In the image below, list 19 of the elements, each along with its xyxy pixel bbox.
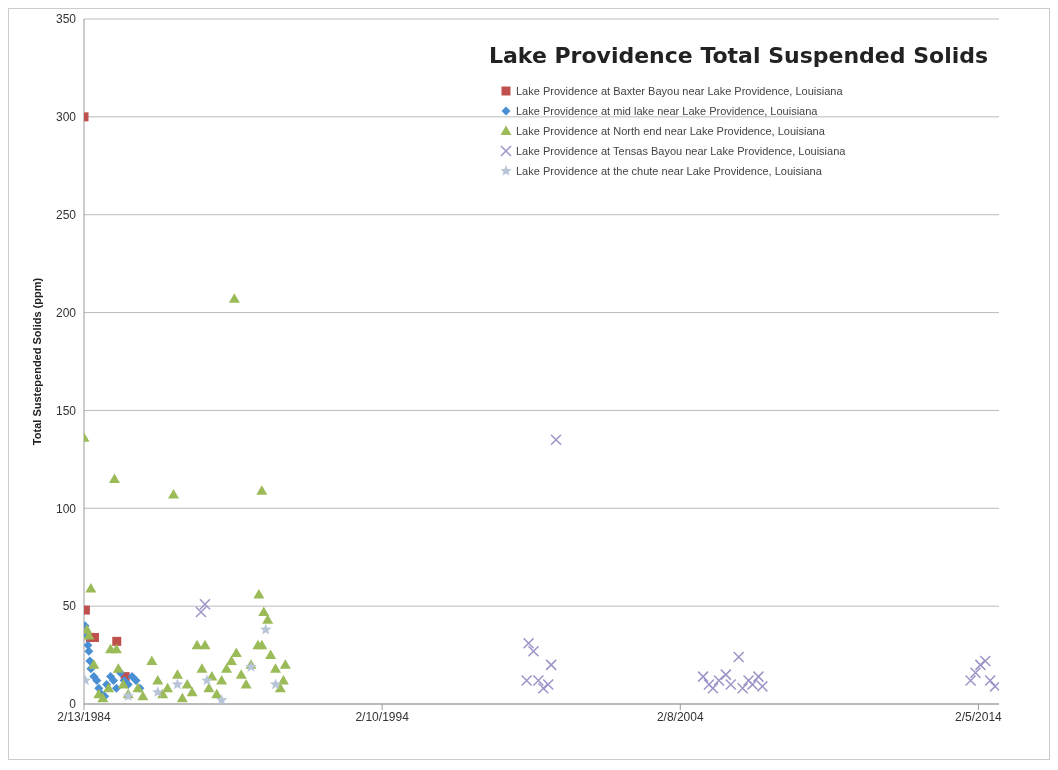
y-tick-label: 250 [55, 207, 77, 222]
y-tick-label: 50 [62, 599, 77, 614]
legend-label: Lake Providence at mid lake near Lake Providence, Louisiana [516, 104, 818, 119]
y-tick-label: 350 [55, 12, 77, 27]
legend-label: Lake Providence at Baxter Bayou near Lake Providence, Louisiana [516, 84, 843, 99]
y-tick-label: 0 [69, 697, 77, 712]
y-tick-label: 200 [55, 305, 77, 320]
x-tick-label: 2/10/1994 [355, 709, 410, 724]
x-tick-label: 2/8/2004 [656, 709, 704, 724]
text: Lake Providence Total Suspended Solids [489, 43, 989, 68]
legend-label: Lake Providence at North end near Lake Providence, Louisiana [516, 124, 825, 139]
legend-label: Lake Providence at the chute near Lake Providence, Louisiana [516, 164, 822, 179]
y-tick-label: 150 [55, 403, 77, 418]
legend-label: Lake Providence at Tensas Bayou near Lake Providence, Louisiana [516, 144, 846, 159]
x-tick-label: 2/13/1984 [57, 709, 112, 724]
y-tick-label: 300 [55, 110, 77, 125]
y-tick-label: 100 [55, 501, 77, 516]
x-tick-label: 2/5/2014 [955, 709, 1003, 724]
y-axis-title: Total Sustepended Solids (ppm) [30, 277, 43, 446]
